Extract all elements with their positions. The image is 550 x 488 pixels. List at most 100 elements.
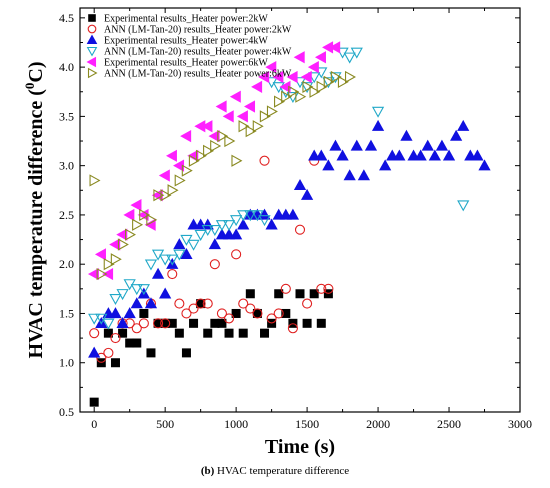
data-point xyxy=(89,397,99,407)
data-point xyxy=(344,70,356,84)
data-point xyxy=(137,284,150,296)
data-point xyxy=(180,248,193,260)
data-point xyxy=(350,139,363,151)
series-3 xyxy=(88,119,491,358)
data-point xyxy=(357,169,370,181)
data-point xyxy=(322,159,335,171)
data-point xyxy=(167,184,179,197)
data-point xyxy=(125,338,135,348)
data-point xyxy=(343,52,356,64)
x-tick-label: 2000 xyxy=(366,417,390,431)
data-point xyxy=(208,225,221,237)
legend-marker xyxy=(86,46,98,57)
data-point xyxy=(132,338,142,348)
data-point xyxy=(151,267,165,279)
data-point xyxy=(208,129,220,143)
data-point xyxy=(280,283,291,294)
data-point xyxy=(215,220,229,232)
data-point xyxy=(288,85,300,98)
legend-label: ANN (LM-Tan-20) results_Heater power:6kW xyxy=(104,69,292,80)
data-point xyxy=(379,159,392,171)
data-points xyxy=(87,41,491,407)
data-point xyxy=(118,328,128,338)
data-point xyxy=(180,129,192,143)
data-point xyxy=(159,254,172,266)
data-point xyxy=(110,358,120,368)
y-tick-label: 0.5 xyxy=(59,405,74,419)
y-tick-label: 4.0 xyxy=(59,60,74,74)
data-point xyxy=(230,228,243,240)
data-point xyxy=(110,333,121,344)
data-point xyxy=(314,51,326,64)
x-tick-label: 3000 xyxy=(508,417,532,431)
data-point xyxy=(287,323,298,334)
data-point xyxy=(102,267,114,281)
data-point xyxy=(153,189,165,202)
data-point xyxy=(244,100,256,113)
data-point xyxy=(293,51,305,64)
data-point xyxy=(103,347,114,358)
data-point xyxy=(138,318,149,329)
data-point xyxy=(110,253,122,266)
figure-caption: (b) HVAC temperature difference xyxy=(0,465,550,477)
data-point xyxy=(435,139,449,151)
data-point xyxy=(244,210,257,222)
data-point xyxy=(329,41,341,54)
data-point xyxy=(245,289,255,299)
data-point xyxy=(109,307,122,319)
data-point xyxy=(103,328,113,338)
data-point xyxy=(329,139,342,151)
data-point xyxy=(251,80,263,93)
data-point xyxy=(195,298,206,309)
legend-marker xyxy=(86,56,97,68)
data-point xyxy=(231,249,242,260)
data-point xyxy=(116,317,129,329)
data-point xyxy=(224,328,234,338)
y-axis-label-unit: 0 xyxy=(22,83,37,90)
data-point xyxy=(309,289,319,299)
data-point xyxy=(273,308,284,319)
y-tick-label: 1.5 xyxy=(59,306,74,320)
data-point xyxy=(259,110,271,123)
data-point xyxy=(223,313,235,324)
x-axis-label: Time (s) xyxy=(265,436,335,458)
data-point xyxy=(215,100,227,113)
data-point xyxy=(371,119,385,131)
data-point xyxy=(400,129,413,141)
data-point xyxy=(315,149,328,161)
data-point xyxy=(210,318,220,328)
data-point xyxy=(109,293,122,305)
data-point xyxy=(229,90,241,103)
data-point xyxy=(88,346,101,358)
data-point xyxy=(181,348,191,358)
data-point xyxy=(139,308,149,318)
tick-labels: 0 500 1000 1500 2000 2500 3000 0.5 1.0 1.5 2.0 2.5 3… xyxy=(59,11,532,431)
data-point xyxy=(167,268,178,280)
x-tick-label: 2500 xyxy=(437,417,461,431)
data-point xyxy=(266,105,278,118)
data-point xyxy=(203,328,213,338)
data-point xyxy=(89,328,100,339)
data-point xyxy=(189,318,199,328)
data-point xyxy=(194,229,207,241)
y-axis-label-tail: C) xyxy=(25,62,47,83)
data-point xyxy=(252,120,264,133)
data-point xyxy=(159,287,172,299)
data-point xyxy=(295,90,307,103)
data-point xyxy=(393,149,406,161)
data-point xyxy=(414,149,427,161)
data-point xyxy=(442,149,456,161)
data-point xyxy=(265,61,277,74)
data-point xyxy=(222,110,234,123)
data-point xyxy=(316,318,326,328)
data-point xyxy=(302,298,313,309)
data-point xyxy=(364,139,378,151)
caption-letter: (b) xyxy=(200,465,215,477)
y-tick-label: 3.0 xyxy=(59,159,74,173)
data-point xyxy=(123,307,136,319)
data-point xyxy=(286,70,298,84)
data-point xyxy=(281,90,293,103)
data-point xyxy=(258,208,271,220)
data-point xyxy=(222,220,236,232)
data-point xyxy=(343,169,356,181)
